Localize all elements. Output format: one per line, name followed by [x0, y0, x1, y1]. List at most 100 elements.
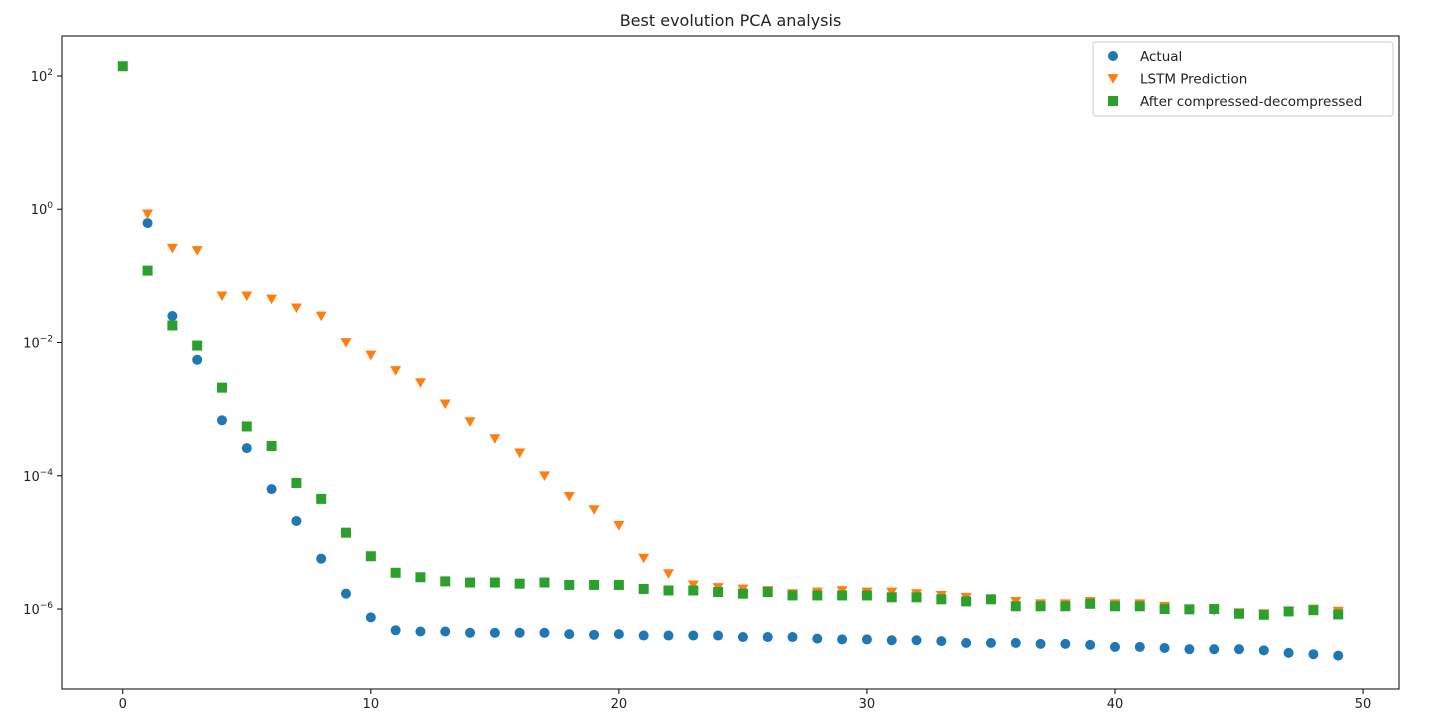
legend-label: LSTM Prediction [1140, 72, 1247, 88]
data-point [861, 590, 872, 601]
data-point [713, 587, 724, 598]
legend-box [1092, 41, 1394, 117]
data-point [1184, 644, 1195, 655]
data-point [936, 594, 947, 605]
y-tick-label: 10−4 [23, 468, 53, 485]
data-point [291, 477, 302, 488]
data-point [266, 294, 278, 305]
y-axis: 10−6 10−4 10−2 100 102 [23, 68, 62, 618]
data-point [961, 637, 972, 648]
legend-label: After compressed-decompressed [1140, 94, 1362, 110]
data-point [440, 576, 451, 587]
x-tick-label: 0 [119, 697, 127, 712]
data-point [241, 421, 252, 432]
y-tick-label: 102 [31, 68, 53, 85]
data-point [1283, 606, 1294, 617]
data-point [266, 484, 277, 495]
data-point [1134, 641, 1145, 652]
data-point [167, 320, 178, 331]
data-point [1234, 644, 1245, 655]
data-point [1209, 604, 1220, 615]
data-point [886, 592, 897, 603]
data-point [341, 527, 352, 538]
data-point [1234, 608, 1245, 619]
data-point [415, 572, 426, 583]
data-point [539, 577, 550, 588]
data-point [638, 583, 649, 594]
data-point [662, 569, 674, 579]
y-tick-label: 10−6 [23, 601, 53, 618]
data-point [390, 366, 402, 376]
data-point [142, 209, 154, 220]
data-point [117, 61, 128, 72]
data-point [266, 440, 277, 451]
data-point [638, 630, 649, 641]
data-point [663, 630, 674, 641]
data-point [762, 587, 773, 598]
data-point [589, 579, 600, 590]
data-point [1333, 609, 1344, 620]
data-point [192, 340, 203, 351]
data-point [613, 520, 625, 531]
data-point [166, 243, 178, 254]
data-point [290, 303, 302, 314]
y-tick-label: 100 [31, 201, 54, 218]
data-point [315, 311, 327, 322]
data-point [1109, 601, 1120, 612]
data-point [465, 627, 476, 638]
data-point [787, 590, 798, 601]
data-point [911, 635, 922, 646]
data-point [142, 218, 153, 229]
data-point [191, 246, 203, 256]
series-0 [142, 218, 1344, 661]
data-point [390, 567, 401, 578]
data-point [1010, 601, 1021, 612]
legend-label: Actual [1140, 49, 1182, 65]
data-point [1209, 644, 1220, 655]
data-point [737, 588, 748, 599]
legend-marker [1108, 51, 1118, 61]
legend-marker [1108, 96, 1118, 106]
data-point [638, 553, 650, 564]
data-point [1283, 647, 1294, 658]
data-point [241, 291, 253, 302]
data-point [589, 629, 600, 640]
data-point [440, 626, 451, 637]
data-point [464, 417, 476, 427]
x-tick-label: 10 [363, 697, 380, 712]
data-point [316, 493, 327, 504]
data-point [1258, 609, 1269, 620]
data-point [142, 265, 153, 276]
x-tick-label: 50 [1355, 697, 1372, 712]
legend-marker [1107, 74, 1119, 84]
data-point [1159, 604, 1170, 615]
data-point [1085, 639, 1096, 650]
data-point [489, 577, 500, 588]
data-point [713, 630, 724, 641]
plot-area [61, 35, 1400, 690]
x-tick-label: 20 [611, 697, 628, 712]
data-point [1010, 637, 1021, 648]
data-point [365, 612, 376, 623]
data-point [564, 629, 575, 640]
data-point [1134, 601, 1145, 612]
data-point [167, 310, 178, 321]
data-point [216, 291, 228, 302]
data-point [1258, 645, 1269, 656]
data-point [1308, 605, 1319, 616]
data-point [316, 553, 327, 564]
data-point [563, 492, 575, 502]
data-point [613, 629, 624, 640]
data-point [613, 579, 624, 590]
data-point [465, 577, 476, 588]
data-point [961, 596, 972, 607]
y-tick-label: 10−2 [23, 335, 53, 352]
chart-title: Best evolution PCA analysis [620, 11, 842, 30]
data-point [439, 399, 451, 410]
data-point [837, 634, 848, 645]
data-point [985, 637, 996, 648]
data-point [787, 632, 798, 643]
data-point [936, 636, 947, 647]
data-point [539, 627, 550, 638]
